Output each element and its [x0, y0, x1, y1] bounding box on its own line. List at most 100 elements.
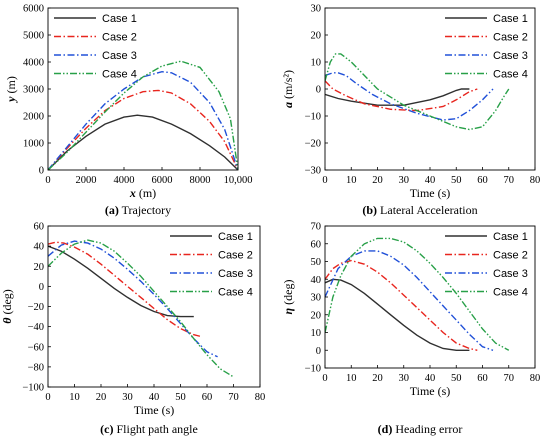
x-tick-label: 70	[504, 175, 515, 186]
y-axis-label: η (deg)	[281, 280, 295, 315]
y-tick-label: −20	[28, 302, 44, 313]
subfigure-caption: (c) Flight path angle	[100, 422, 198, 436]
y-tick-label: 60	[311, 239, 322, 250]
x-tick-label: 60	[202, 392, 213, 403]
series-line-case-4	[325, 237, 510, 351]
y-tick-label: 0	[39, 166, 44, 177]
y-tick-label: 20	[311, 31, 322, 42]
chart-panel-3: 0 10 20 30 40 50 60 70 80 −100 −80 −60 −40 −20 0 20 40 60…	[0, 222, 265, 437]
x-tick-label: 30	[399, 175, 410, 186]
y-tick-label: −40	[28, 322, 44, 333]
legend-entry-case-1: Case 1	[493, 231, 528, 243]
x-tick-label: 80	[255, 392, 266, 403]
legend-entry-case-4: Case 4	[493, 287, 528, 299]
series-line-case-2	[48, 89, 238, 170]
legend-entry-case-3: Case 3	[493, 268, 528, 280]
series-line-case-4	[325, 53, 510, 131]
legend-entry-case-2: Case 2	[102, 32, 137, 44]
legend-entry-case-3: Case 3	[493, 50, 528, 62]
series-line-case-4	[48, 239, 234, 378]
legend-entry-case-3: Case 3	[218, 268, 253, 280]
x-tick-label: 10	[346, 373, 357, 384]
y-tick-label: 10	[311, 328, 322, 339]
x-tick-label: 20	[372, 175, 383, 186]
series-line-case-1	[325, 88, 470, 106]
x-axis-label: Time (s)	[410, 186, 451, 200]
x-tick-label: 4000	[114, 175, 135, 186]
x-tick-label: 20	[96, 392, 107, 403]
y-tick-label: −20	[305, 139, 321, 150]
x-tick-label: 60	[477, 373, 488, 384]
series-line-case-2	[325, 259, 478, 351]
x-tick-label: 20	[372, 373, 383, 384]
x-tick-label: 70	[228, 392, 239, 403]
y-tick-label: 40	[311, 275, 322, 286]
y-tick-label: 5000	[23, 31, 44, 42]
y-tick-label: 6000	[23, 4, 44, 15]
y-axis-label: θ (deg)	[0, 289, 14, 324]
y-tick-label: −80	[28, 362, 44, 373]
x-tick-label: 30	[122, 392, 133, 403]
y-tick-label: 30	[311, 293, 322, 304]
y-tick-label: −100	[22, 383, 44, 394]
series-line-case-3	[325, 72, 494, 121]
x-tick-label: 40	[425, 373, 436, 384]
x-tick-label: 80	[530, 373, 541, 384]
series-line-case-2	[48, 241, 202, 338]
y-tick-label: −60	[28, 342, 44, 353]
legend-entry-case-4: Case 4	[218, 287, 253, 299]
legend-entry-case-2: Case 2	[493, 32, 528, 44]
y-tick-label: 20	[311, 310, 322, 321]
x-tick-label: 10	[69, 392, 80, 403]
y-axis-label: a (m/s²)	[281, 70, 295, 108]
x-tick-label: 30	[399, 373, 410, 384]
x-axis-label: x (m)	[129, 186, 156, 200]
subfigure-caption: (a) Trajectory	[105, 203, 171, 217]
y-tick-label: −30	[305, 166, 321, 177]
y-tick-label: 20	[34, 262, 45, 273]
y-tick-label: −10	[305, 364, 321, 375]
x-tick-label: 2000	[76, 175, 97, 186]
x-tick-label: 40	[425, 175, 436, 186]
x-tick-label: 0	[45, 175, 50, 186]
series-line-case-3	[48, 70, 238, 170]
y-tick-label: 10	[311, 58, 322, 69]
y-tick-label: 60	[34, 222, 45, 233]
chart-panel-4: 0 10 20 30 40 50 60 70 80−10010203040506070Time …	[281, 222, 540, 437]
series-line-case-3	[325, 250, 494, 351]
series-line-case-2	[325, 80, 478, 112]
y-tick-label: 3000	[23, 85, 44, 96]
x-tick-label: 0	[322, 373, 327, 384]
series-line-case-1	[48, 245, 194, 318]
x-tick-label: 6000	[152, 175, 173, 186]
y-tick-label: 4000	[23, 58, 44, 69]
y-tick-label: 50	[311, 257, 322, 268]
legend-entry-case-4: Case 4	[493, 69, 528, 81]
x-tick-label: 40	[149, 392, 160, 403]
x-axis-label: Time (s)	[410, 384, 451, 398]
x-tick-label: 50	[451, 175, 462, 186]
chart-panel-1: 0 2000 4000 6000 8000 10,000 0 1000 2000 3000 4000…	[4, 4, 252, 218]
legend-entry-case-3: Case 3	[102, 50, 137, 62]
y-tick-label: 0	[39, 282, 44, 293]
y-tick-label: 0	[316, 346, 321, 357]
legend-entry-case-1: Case 1	[218, 231, 253, 243]
series-line-case-1	[48, 114, 238, 170]
x-axis-label: Time (s)	[134, 403, 175, 417]
y-tick-label: −10	[305, 112, 321, 123]
y-tick-label: 70	[311, 222, 322, 233]
y-axis-label: y (m)	[4, 76, 18, 104]
legend-entry-case-1: Case 1	[493, 13, 528, 25]
x-tick-label: 10	[346, 175, 357, 186]
y-tick-label: 40	[34, 242, 45, 253]
series-line-case-4	[48, 60, 238, 170]
legend-entry-case-2: Case 2	[493, 250, 528, 262]
y-tick-label: 0	[316, 85, 321, 96]
subfigure-caption: (d) Heading error	[378, 422, 463, 436]
x-tick-label: 0	[322, 175, 327, 186]
legend-entry-case-2: Case 2	[218, 250, 253, 262]
legend-entry-case-1: Case 1	[102, 13, 137, 25]
x-tick-label: 60	[477, 175, 488, 186]
x-tick-label: 80	[530, 175, 541, 186]
